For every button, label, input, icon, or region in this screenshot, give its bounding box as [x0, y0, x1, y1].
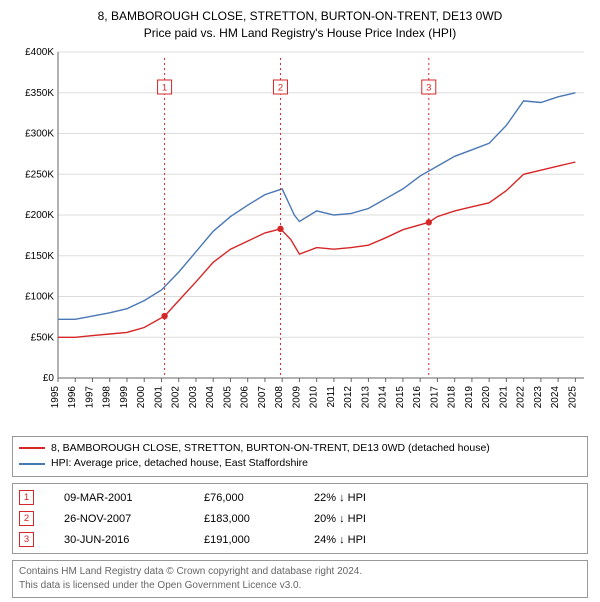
svg-text:£150K: £150K	[25, 250, 54, 261]
legend-item-property: 8, BAMBOROUGH CLOSE, STRETTON, BURTON-ON…	[19, 441, 581, 457]
svg-text:2021: 2021	[498, 385, 509, 408]
svg-text:2002: 2002	[171, 385, 182, 408]
svg-text:2014: 2014	[378, 385, 389, 408]
svg-text:£400K: £400K	[25, 48, 54, 58]
sale-row: 3 30-JUN-2016 £191,000 24% ↓ HPI	[19, 532, 581, 547]
sale-price: £183,000	[204, 513, 284, 525]
svg-text:2: 2	[278, 82, 283, 93]
svg-text:2000: 2000	[136, 385, 147, 408]
svg-text:2001: 2001	[153, 385, 164, 408]
sale-date: 09-MAR-2001	[64, 492, 174, 504]
svg-text:2025: 2025	[567, 385, 578, 408]
svg-text:3: 3	[426, 82, 431, 93]
sale-price: £191,000	[204, 534, 284, 546]
sale-price: £76,000	[204, 492, 284, 504]
svg-text:2008: 2008	[274, 385, 285, 408]
attribution: Contains HM Land Registry data © Crown c…	[12, 560, 588, 598]
sale-marker-badge: 3	[19, 532, 34, 547]
svg-text:2010: 2010	[309, 385, 320, 408]
title-line1: 8, BAMBOROUGH CLOSE, STRETTON, BURTON-ON…	[12, 8, 588, 25]
svg-text:2005: 2005	[222, 385, 233, 408]
svg-text:2022: 2022	[516, 385, 527, 408]
svg-text:1996: 1996	[67, 385, 78, 408]
sale-date: 30-JUN-2016	[64, 534, 174, 546]
sale-diff: 20% ↓ HPI	[314, 513, 366, 525]
svg-text:2024: 2024	[550, 385, 561, 408]
svg-text:2004: 2004	[205, 385, 216, 408]
sale-diff: 22% ↓ HPI	[314, 492, 366, 504]
svg-text:2016: 2016	[412, 385, 423, 408]
svg-text:2013: 2013	[360, 385, 371, 408]
svg-text:2007: 2007	[257, 385, 268, 408]
svg-text:2023: 2023	[533, 385, 544, 408]
svg-text:£200K: £200K	[25, 210, 54, 221]
legend-label: HPI: Average price, detached house, East…	[51, 456, 308, 472]
title-line2: Price paid vs. HM Land Registry's House …	[12, 25, 588, 42]
legend-label: 8, BAMBOROUGH CLOSE, STRETTON, BURTON-ON…	[51, 441, 490, 457]
legend: 8, BAMBOROUGH CLOSE, STRETTON, BURTON-ON…	[12, 436, 588, 478]
attribution-line1: Contains HM Land Registry data © Crown c…	[19, 565, 581, 579]
sale-row: 2 26-NOV-2007 £183,000 20% ↓ HPI	[19, 511, 581, 526]
svg-text:£100K: £100K	[25, 291, 54, 302]
svg-text:1998: 1998	[102, 385, 113, 408]
svg-text:1999: 1999	[119, 385, 130, 408]
legend-swatch	[19, 447, 45, 449]
page-root: 8, BAMBOROUGH CLOSE, STRETTON, BURTON-ON…	[0, 0, 600, 602]
sale-marker-badge: 2	[19, 511, 34, 526]
svg-text:2006: 2006	[240, 385, 251, 408]
sale-marker-badge: 1	[19, 490, 34, 505]
svg-text:2017: 2017	[429, 385, 440, 408]
svg-text:£300K: £300K	[25, 128, 54, 139]
svg-text:1: 1	[162, 82, 167, 93]
svg-text:£350K: £350K	[25, 87, 54, 98]
price-chart: £0 £50K £100K £150K £200K £250K £300K £350K £400…	[12, 48, 588, 428]
svg-text:£50K: £50K	[31, 332, 55, 343]
attribution-line2: This data is licensed under the Open Gov…	[19, 579, 581, 593]
svg-text:2003: 2003	[188, 385, 199, 408]
sales-table: 1 09-MAR-2001 £76,000 22% ↓ HPI 2 26-NOV…	[12, 483, 588, 554]
svg-text:2018: 2018	[447, 385, 458, 408]
svg-text:1997: 1997	[84, 385, 95, 408]
chart-svg: £0 £50K £100K £150K £200K £250K £300K £350K £400…	[12, 48, 588, 428]
sale-diff: 24% ↓ HPI	[314, 534, 366, 546]
svg-text:2012: 2012	[343, 385, 354, 408]
legend-swatch	[19, 463, 45, 465]
svg-text:£0: £0	[43, 373, 55, 384]
legend-item-hpi: HPI: Average price, detached house, East…	[19, 456, 581, 472]
chart-title: 8, BAMBOROUGH CLOSE, STRETTON, BURTON-ON…	[12, 8, 588, 42]
sale-row: 1 09-MAR-2001 £76,000 22% ↓ HPI	[19, 490, 581, 505]
svg-text:2009: 2009	[291, 385, 302, 408]
svg-text:2020: 2020	[481, 385, 492, 408]
svg-text:1995: 1995	[50, 385, 61, 408]
svg-text:2015: 2015	[395, 385, 406, 408]
sale-date: 26-NOV-2007	[64, 513, 174, 525]
svg-text:2019: 2019	[464, 385, 475, 408]
svg-text:£250K: £250K	[25, 169, 54, 180]
svg-text:2011: 2011	[326, 385, 337, 407]
